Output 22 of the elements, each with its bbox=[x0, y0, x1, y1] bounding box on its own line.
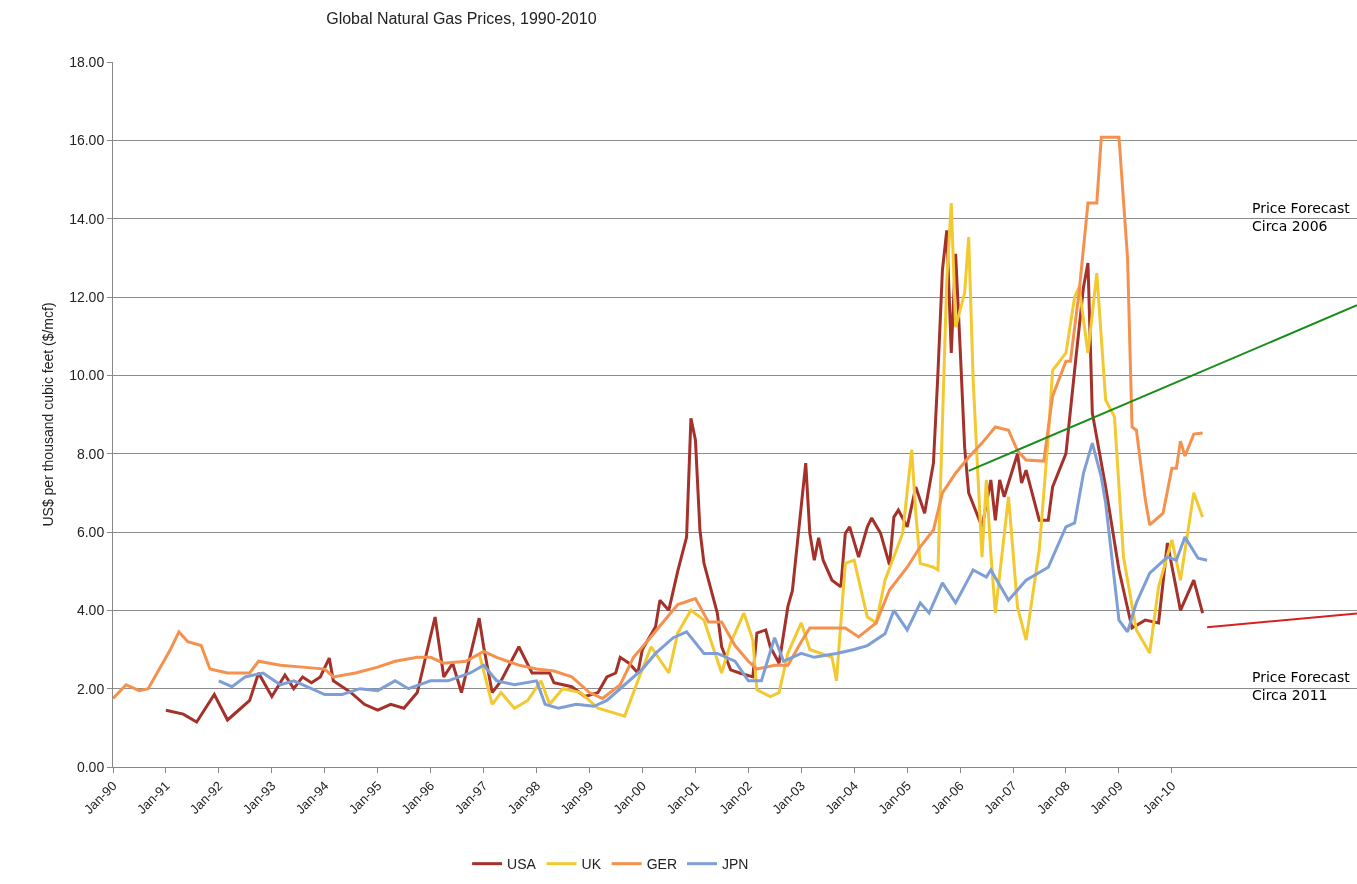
y-tick-label: 6.00 bbox=[76, 523, 105, 540]
legend-label: JPN bbox=[722, 856, 749, 873]
y-tick-label: 2.00 bbox=[76, 680, 105, 697]
line-series bbox=[164, 228, 1205, 724]
legend-label: GER bbox=[646, 856, 677, 873]
legend-label: UK bbox=[581, 856, 602, 873]
y-tick-label: 8.00 bbox=[76, 445, 105, 462]
line-series bbox=[477, 201, 1205, 718]
chart-title: Global Natural Gas Prices, 1990-2010 bbox=[326, 10, 597, 28]
line-series bbox=[113, 135, 1205, 700]
line-series bbox=[217, 441, 1209, 710]
y-tick-label: 10.00 bbox=[69, 367, 105, 384]
y-tick-label: 16.00 bbox=[69, 132, 105, 149]
y-axis-title: US$ per thousand cubic feet ($/mcf) bbox=[39, 302, 56, 527]
legend-label: USA bbox=[507, 856, 537, 873]
y-tick-label: 0.00 bbox=[76, 758, 105, 775]
annotation: Price Forecast Circa 2006 bbox=[1252, 200, 1351, 235]
y-tick-label: 4.00 bbox=[76, 602, 105, 619]
annotation: Price Forecast Circa 2011 bbox=[1252, 669, 1351, 704]
y-tick-label: 14.00 bbox=[69, 210, 105, 227]
y-tick-label: 12.00 bbox=[69, 288, 105, 305]
y-tick-label: 18.00 bbox=[69, 53, 105, 70]
